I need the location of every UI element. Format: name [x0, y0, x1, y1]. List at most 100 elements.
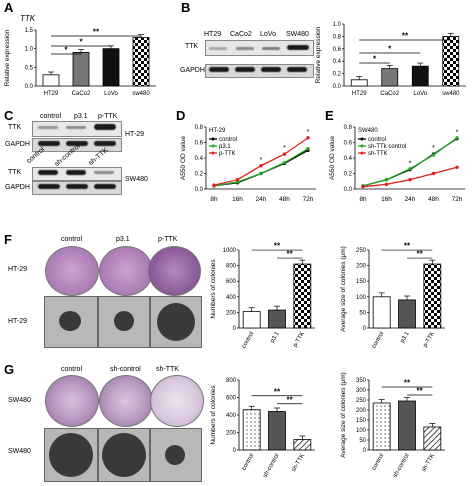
- panel-label-b: B: [181, 0, 191, 15]
- chart-a: 0.0 0.5 1.0 1.5 Relative expression HT29 CaCo2…: [4, 28, 156, 97]
- colony-dish-p3-1: [99, 246, 153, 296]
- f-col-1: control: [61, 236, 83, 243]
- panel-label-e: E: [325, 108, 334, 123]
- significance-label: *: [260, 157, 263, 164]
- cell-line-label: SW480: [358, 128, 378, 134]
- blot-c2-gapdh-band: [66, 184, 88, 189]
- legend-marker: [211, 144, 215, 148]
- y-tick-label: 0: [233, 326, 237, 332]
- micrograph-sh-ttk: [150, 428, 202, 482]
- blot-c2-gapdh-band: [38, 184, 60, 189]
- x-tick-label: control: [241, 331, 255, 350]
- significance-label: *: [373, 55, 377, 64]
- y-tick-label: 0.0: [25, 84, 34, 90]
- blot-c2-band: [38, 170, 58, 175]
- f-row-2: HT-29: [8, 318, 28, 325]
- panel-label-g: G: [4, 362, 15, 377]
- blot-c1-gapdh-band: [38, 141, 60, 146]
- micrograph-sh-control: [98, 428, 150, 482]
- y-axis-label: A550 OD value: [329, 136, 336, 180]
- bar: [423, 426, 442, 451]
- chart-g1: 0 200 400 600 800 Numbers of colonies control s…: [210, 378, 315, 479]
- colony-dish-p-ttk: [148, 246, 201, 296]
- y-tick-label: 0.4: [344, 156, 353, 162]
- y-axis-label: Average size of colonies (μm): [340, 372, 347, 458]
- gene-label-ttk: TTK: [20, 14, 36, 23]
- micrograph-control: [44, 296, 98, 348]
- y-tick-label: 0.2: [195, 172, 204, 178]
- blot-b-lane-2: CaCo2: [230, 31, 252, 38]
- y-tick-label: 600: [226, 279, 237, 285]
- y-axis-label: Numbers of colonies: [210, 385, 217, 445]
- x-tick-label: p-TTK: [423, 331, 437, 348]
- x-tick-label: CaCo2: [380, 91, 399, 97]
- data-point: [384, 178, 389, 182]
- y-tick-label: 400: [226, 413, 237, 419]
- f-col-2: p3.1: [116, 236, 130, 243]
- blot-b-band: [209, 47, 227, 50]
- bar: [398, 299, 416, 329]
- legend-label: p-TTK: [219, 151, 236, 157]
- y-tick-label: 200: [226, 431, 237, 437]
- y-tick-label: 800: [226, 264, 237, 270]
- bar: [42, 74, 60, 87]
- x-tick-label: 24h: [256, 196, 267, 203]
- bar: [372, 296, 391, 329]
- y-tick-label: 300: [356, 388, 367, 394]
- blot-c-lane-2: p3.1: [74, 113, 88, 120]
- significance-label: *: [64, 46, 68, 55]
- data-point: [212, 183, 216, 187]
- chart-f2: 0 50 100 150 200 250 Average size of colonies …: [340, 242, 445, 350]
- blot-c2-row-ttk: TTK: [8, 169, 22, 176]
- micrograph-p3-1: [98, 296, 150, 348]
- y-tick-label: 0: [233, 448, 237, 454]
- y-tick-label: 0.6: [333, 47, 342, 53]
- y-tick-label: 150: [356, 418, 367, 424]
- x-tick-label: 48h: [428, 196, 439, 203]
- significance-label: **: [287, 250, 294, 259]
- significance-label: **: [93, 28, 100, 37]
- chart-g2: 0 50 100 150 200 250 300 350 Average size of col…: [340, 372, 445, 479]
- bar: [268, 309, 286, 329]
- bar: [102, 48, 120, 87]
- data-point: [361, 184, 365, 189]
- blot-b-row-gapdh: GAPDH: [180, 67, 205, 74]
- legend-marker: [360, 144, 364, 148]
- blot-b: [205, 40, 314, 56]
- x-tick-label: sh-TTK: [291, 453, 306, 473]
- y-tick-label: 0: [363, 326, 367, 332]
- g-col-3: sh-TTK: [156, 366, 179, 373]
- y-tick-label: 50: [359, 438, 366, 444]
- bar: [72, 52, 90, 87]
- data-point: [306, 136, 310, 140]
- colony-blob: [165, 445, 185, 465]
- y-tick-label: 1.5: [25, 28, 34, 34]
- y-tick-label: 0.4: [195, 156, 204, 162]
- significance-label: **: [417, 250, 424, 259]
- y-tick-label: 0.4: [333, 59, 342, 65]
- significance-label: **: [402, 32, 409, 41]
- y-tick-label: 0.8: [333, 34, 342, 40]
- blot-c1-row-ttk: TTK: [8, 124, 22, 131]
- y-tick-label: 0.6: [195, 141, 204, 147]
- x-tick-label: sw480: [132, 91, 150, 97]
- y-tick-label: 150: [356, 279, 367, 285]
- y-tick-label: 0.8: [344, 125, 353, 131]
- y-tick-label: 0.2: [333, 72, 342, 78]
- blot-c1-row-gapdh: GAPDH: [5, 141, 30, 148]
- blot-b-lane-4: SW480: [286, 31, 309, 38]
- significance-label: **: [287, 395, 294, 404]
- y-tick-label: 0.0: [333, 84, 342, 90]
- bar: [293, 439, 312, 451]
- data-point: [431, 171, 436, 176]
- significance-label: *: [79, 38, 83, 47]
- blot-c2-band: [94, 171, 114, 174]
- blot-b-gapdh-band: [235, 67, 255, 72]
- x-tick-label: HT29: [44, 91, 59, 97]
- x-tick-label: p3.1: [400, 330, 411, 344]
- bar: [411, 65, 429, 87]
- colony-blob: [102, 433, 146, 477]
- colony-dish-sh-control: [99, 375, 153, 427]
- micrograph-control: [44, 428, 98, 482]
- y-tick-label: 50: [359, 310, 366, 316]
